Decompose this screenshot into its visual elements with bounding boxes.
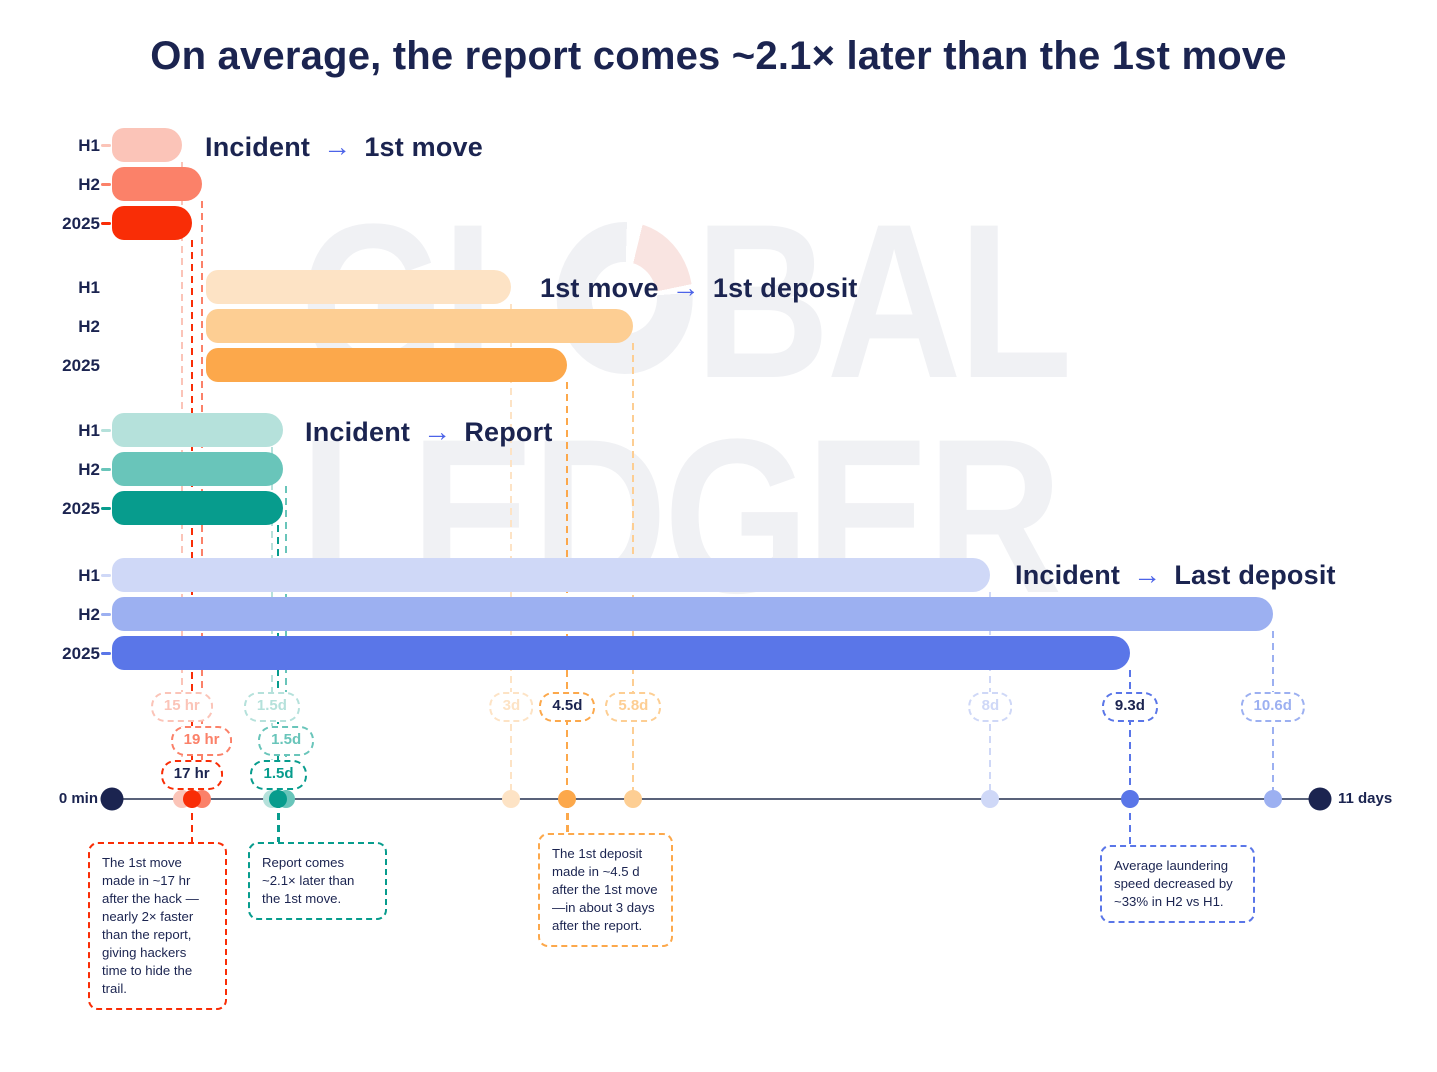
watermark-letter: A [826,178,962,424]
arrow-right-icon: → [423,416,452,447]
axis-dot-incident-to-last-deposit-H1 [981,790,1000,808]
row-label-incident-to-report-2025: 2025 [62,499,100,518]
row-tick-incident-to-last-deposit-H2 [101,612,111,616]
watermark-letter: B [694,178,830,424]
annotation-stem-first-deposit-note [566,801,569,833]
bar-incident-to-1st-move-H1 [111,128,182,162]
bar-incident-to-last-deposit-H1 [111,558,991,592]
row-tick-incident-to-report-2025 [101,506,111,510]
annotation-first-move-note: The 1st move made in ~17 hr after the ha… [88,842,227,1010]
bar-incident-to-1st-move-2025 [111,206,192,240]
drop-line-1st-move-to-1st-deposit-H1 [510,304,513,795]
section-label-to: 1st deposit [712,272,858,303]
section-label-incident-to-1st-move: Incident → 1st move [205,130,483,164]
annotation-report-note: Report comes ~2.1× later than the 1st mo… [248,842,387,920]
watermark-line-global: GLOBAL [300,191,1073,411]
row-tick-incident-to-1st-move-2025 [101,221,111,225]
axis-dot-1st-move-to-1st-deposit-H1 [502,790,521,808]
axis-dot-1st-move-to-1st-deposit-H2 [624,790,643,808]
value-pill-incident-to-report-2025: 1.5d [250,760,307,790]
annotation-stem-laundering-speed-note [1128,801,1132,845]
axis-dot-incident-to-report-2025 [269,790,288,808]
row-label-incident-to-report-H2: H2 [78,460,100,479]
section-label-incident-to-report: Incident → Report [305,415,553,449]
value-pill-incident-to-1st-move-H1: 15 hr [150,692,213,722]
bar-incident-to-last-deposit-H2 [111,597,1273,631]
row-label-incident-to-1st-move-2025: 2025 [62,214,100,233]
bar-1st-move-to-1st-deposit-H1 [205,270,512,304]
axis-end-dot [1308,787,1332,811]
value-pill-1st-move-to-1st-deposit-H2: 5.8d [605,692,662,722]
value-pill-incident-to-last-deposit-2025: 9.3d [1101,692,1158,722]
section-label-to: 1st move [364,131,483,162]
section-label-from: Incident [1015,559,1121,590]
section-label-1st-move-to-1st-deposit: 1st move → 1st deposit [540,271,858,305]
annotation-first-deposit-note: The 1st deposit made in ~4.5 d after the… [538,833,673,947]
value-pill-incident-to-report-H2: 1.5d [258,726,315,756]
axis-dot-1st-move-to-1st-deposit-2025 [558,790,577,808]
bar-incident-to-report-2025 [111,491,283,525]
row-label-incident-to-last-deposit-2025: 2025 [62,644,100,663]
annotation-laundering-speed-note: Average laundering speed decreased by ~3… [1100,845,1255,923]
bar-incident-to-report-H1 [111,413,283,447]
timeline-axis [112,798,1320,800]
row-tick-incident-to-last-deposit-H1 [101,573,111,577]
value-pill-incident-to-1st-move-2025: 17 hr [160,760,223,790]
chart-title: On average, the report comes ~2.1× later… [150,34,1287,78]
row-label-incident-to-last-deposit-H1: H1 [78,566,100,585]
section-label-from: Incident [305,416,411,447]
axis-dot-incident-to-1st-move-2025 [182,790,201,808]
annotation-stem-report-note [277,801,280,842]
section-label-from: 1st move [540,272,659,303]
row-label-incident-to-report-H1: H1 [78,421,100,440]
bar-incident-to-report-H2 [111,452,283,486]
axis-dot-incident-to-last-deposit-2025 [1120,790,1139,808]
axis-start-dot [100,787,124,811]
bar-incident-to-last-deposit-2025 [111,636,1130,670]
bar-1st-move-to-1st-deposit-2025 [205,348,568,382]
arrow-right-icon: → [671,272,700,303]
section-label-incident-to-last-deposit: Incident → Last deposit [1015,558,1336,592]
row-tick-incident-to-report-H2 [101,467,111,471]
row-label-1st-move-to-1st-deposit-H1: H1 [78,278,100,297]
row-label-1st-move-to-1st-deposit-2025: 2025 [62,356,100,375]
row-tick-incident-to-1st-move-H1 [101,143,111,147]
axis-start-label: 0 min [58,790,98,807]
row-label-incident-to-last-deposit-H2: H2 [78,605,100,624]
bar-1st-move-to-1st-deposit-H2 [205,309,634,343]
value-pill-1st-move-to-1st-deposit-2025: 4.5d [539,692,596,722]
row-label-incident-to-1st-move-H2: H2 [78,175,100,194]
drop-line-incident-to-last-deposit-2025 [1128,670,1131,795]
section-label-to: Last deposit [1174,559,1336,590]
row-tick-incident-to-last-deposit-2025 [101,651,111,655]
axis-end-label: 11 days [1338,790,1393,807]
section-label-to: Report [464,416,553,447]
arrow-right-icon: → [1133,559,1162,590]
watermark-letter: L [958,178,1072,424]
row-label-1st-move-to-1st-deposit-H2: H2 [78,317,100,336]
bar-incident-to-1st-move-H2 [111,167,202,201]
row-tick-incident-to-report-H1 [101,428,111,432]
row-tick-incident-to-1st-move-H2 [101,182,111,186]
value-pill-incident-to-report-H1: 1.5d [243,692,300,722]
value-pill-incident-to-last-deposit-H2: 10.6d [1240,692,1305,722]
value-pill-incident-to-last-deposit-H1: 8d [968,692,1013,722]
axis-dot-incident-to-last-deposit-H2 [1263,790,1282,808]
row-label-incident-to-1st-move-H1: H1 [78,136,100,155]
value-pill-incident-to-1st-move-H2: 19 hr [170,726,233,756]
value-pill-1st-move-to-1st-deposit-H1: 3d [489,692,534,722]
section-label-from: Incident [205,131,311,162]
annotation-stem-first-move-note [190,801,194,842]
arrow-right-icon: → [323,131,352,162]
